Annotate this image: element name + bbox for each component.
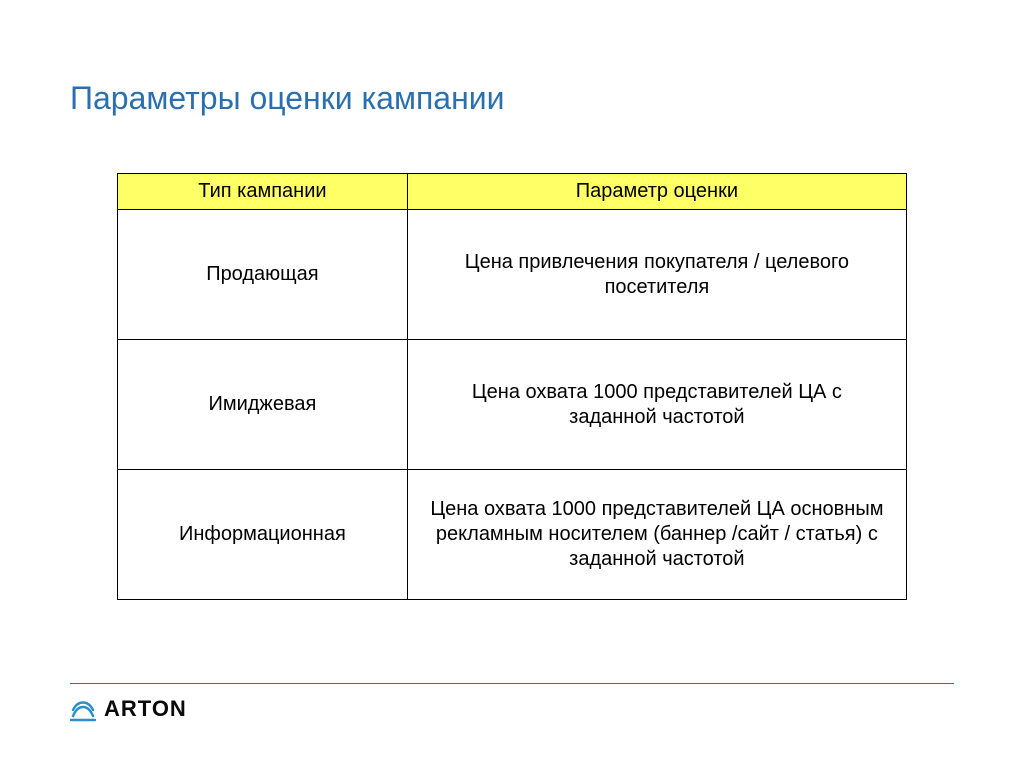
table-row: Имиджевая Цена охвата 1000 представителе… [118, 340, 907, 470]
cell-param: Цена привлечения покупателя / целевого п… [407, 210, 906, 340]
table-header-param: Параметр оценки [407, 174, 906, 210]
cell-type: Информационная [118, 470, 408, 600]
footer-rule [70, 683, 954, 684]
cell-param: Цена охвата 1000 представителей ЦА с зад… [407, 340, 906, 470]
logo-text: ARTON [104, 696, 187, 722]
cell-param: Цена охвата 1000 представителей ЦА основ… [407, 470, 906, 600]
slide-title: Параметры оценки кампании [70, 80, 954, 117]
cell-type: Имиджевая [118, 340, 408, 470]
table-row: Продающая Цена привлечения покупателя / … [118, 210, 907, 340]
evaluation-table: Тип кампании Параметр оценки Продающая Ц… [117, 173, 907, 600]
table-header-row: Тип кампании Параметр оценки [118, 174, 907, 210]
table-header-type: Тип кампании [118, 174, 408, 210]
slide-footer: ARTON [70, 683, 954, 722]
logo: ARTON [70, 696, 954, 722]
slide: Параметры оценки кампании Тип кампании П… [0, 0, 1024, 768]
table-row: Информационная Цена охвата 1000 представ… [118, 470, 907, 600]
logo-mark-icon [70, 696, 96, 722]
cell-type: Продающая [118, 210, 408, 340]
